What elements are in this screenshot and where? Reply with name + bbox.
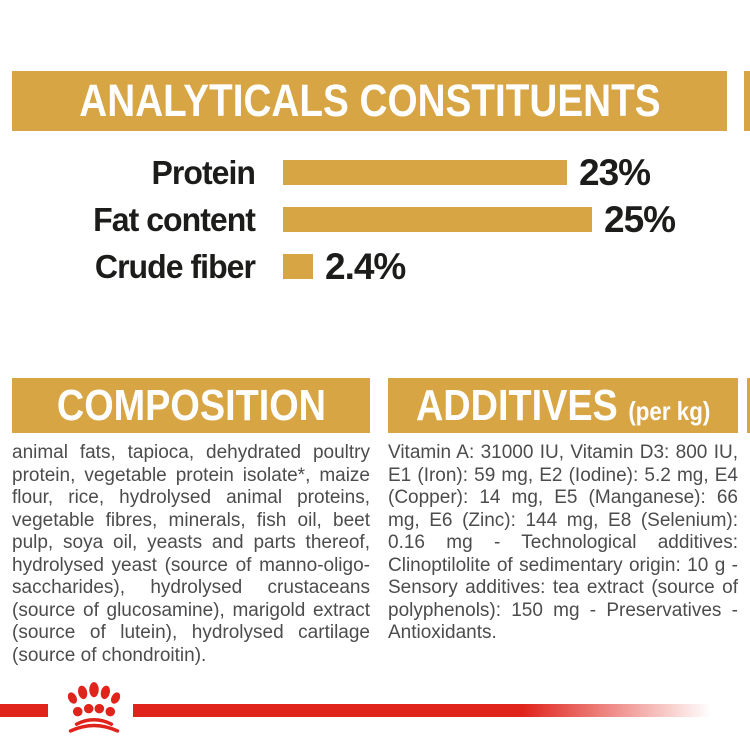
- additives-title-suffix: (per kg): [628, 395, 711, 426]
- additives-title-main: ADDITIVES: [415, 380, 618, 430]
- analyticals-title: ANALYTICALS CONSTITUENTS: [78, 75, 661, 126]
- chart-bar-segment: [283, 160, 567, 185]
- bar-chart: Protein 23% Fat content 25% Crude fiber 2.4%: [0, 149, 750, 290]
- additives-title: ADDITIVES (per kg): [416, 381, 710, 431]
- royal-canin-crown-logo: [67, 682, 121, 733]
- chart-value-label: 25%: [604, 198, 676, 240]
- additives-section: ADDITIVES (per kg) Vitamin A: 31000 IU, …: [388, 378, 738, 645]
- red-divider-right: [133, 704, 723, 717]
- chart-category-label: Protein: [151, 153, 256, 191]
- chart-value-label: 2.4%: [325, 245, 406, 287]
- additives-text: Vitamin A: 31000 IU, Vitamin D3: 800 IU,…: [388, 442, 738, 643]
- additives-banner: ADDITIVES (per kg): [388, 378, 738, 433]
- chart-row-protein: Protein 23%: [0, 149, 750, 196]
- chart-value-label: 23%: [579, 151, 651, 193]
- banner-edge-sliver-top: [744, 71, 750, 131]
- chart-category-label: Fat content: [93, 200, 256, 238]
- chart-bar-segment: [283, 207, 592, 232]
- red-divider-left: [0, 704, 48, 717]
- composition-text: animal fats, tapioca, dehydrated poultry…: [12, 442, 370, 666]
- chart-bar-segment: [283, 254, 313, 279]
- banner-edge-sliver-mid: [747, 378, 750, 433]
- chart-category-label: Crude fiber: [94, 247, 256, 285]
- composition-banner: COMPOSITION: [12, 378, 370, 433]
- chart-row-crude-fiber: Crude fiber 2.4%: [0, 243, 750, 290]
- composition-section: COMPOSITION animal fats, tapioca, dehydr…: [12, 378, 370, 667]
- composition-title: COMPOSITION: [56, 380, 326, 430]
- chart-row-fat-content: Fat content 25%: [0, 196, 750, 243]
- analyticals-banner: ANALYTICALS CONSTITUENTS: [12, 71, 727, 131]
